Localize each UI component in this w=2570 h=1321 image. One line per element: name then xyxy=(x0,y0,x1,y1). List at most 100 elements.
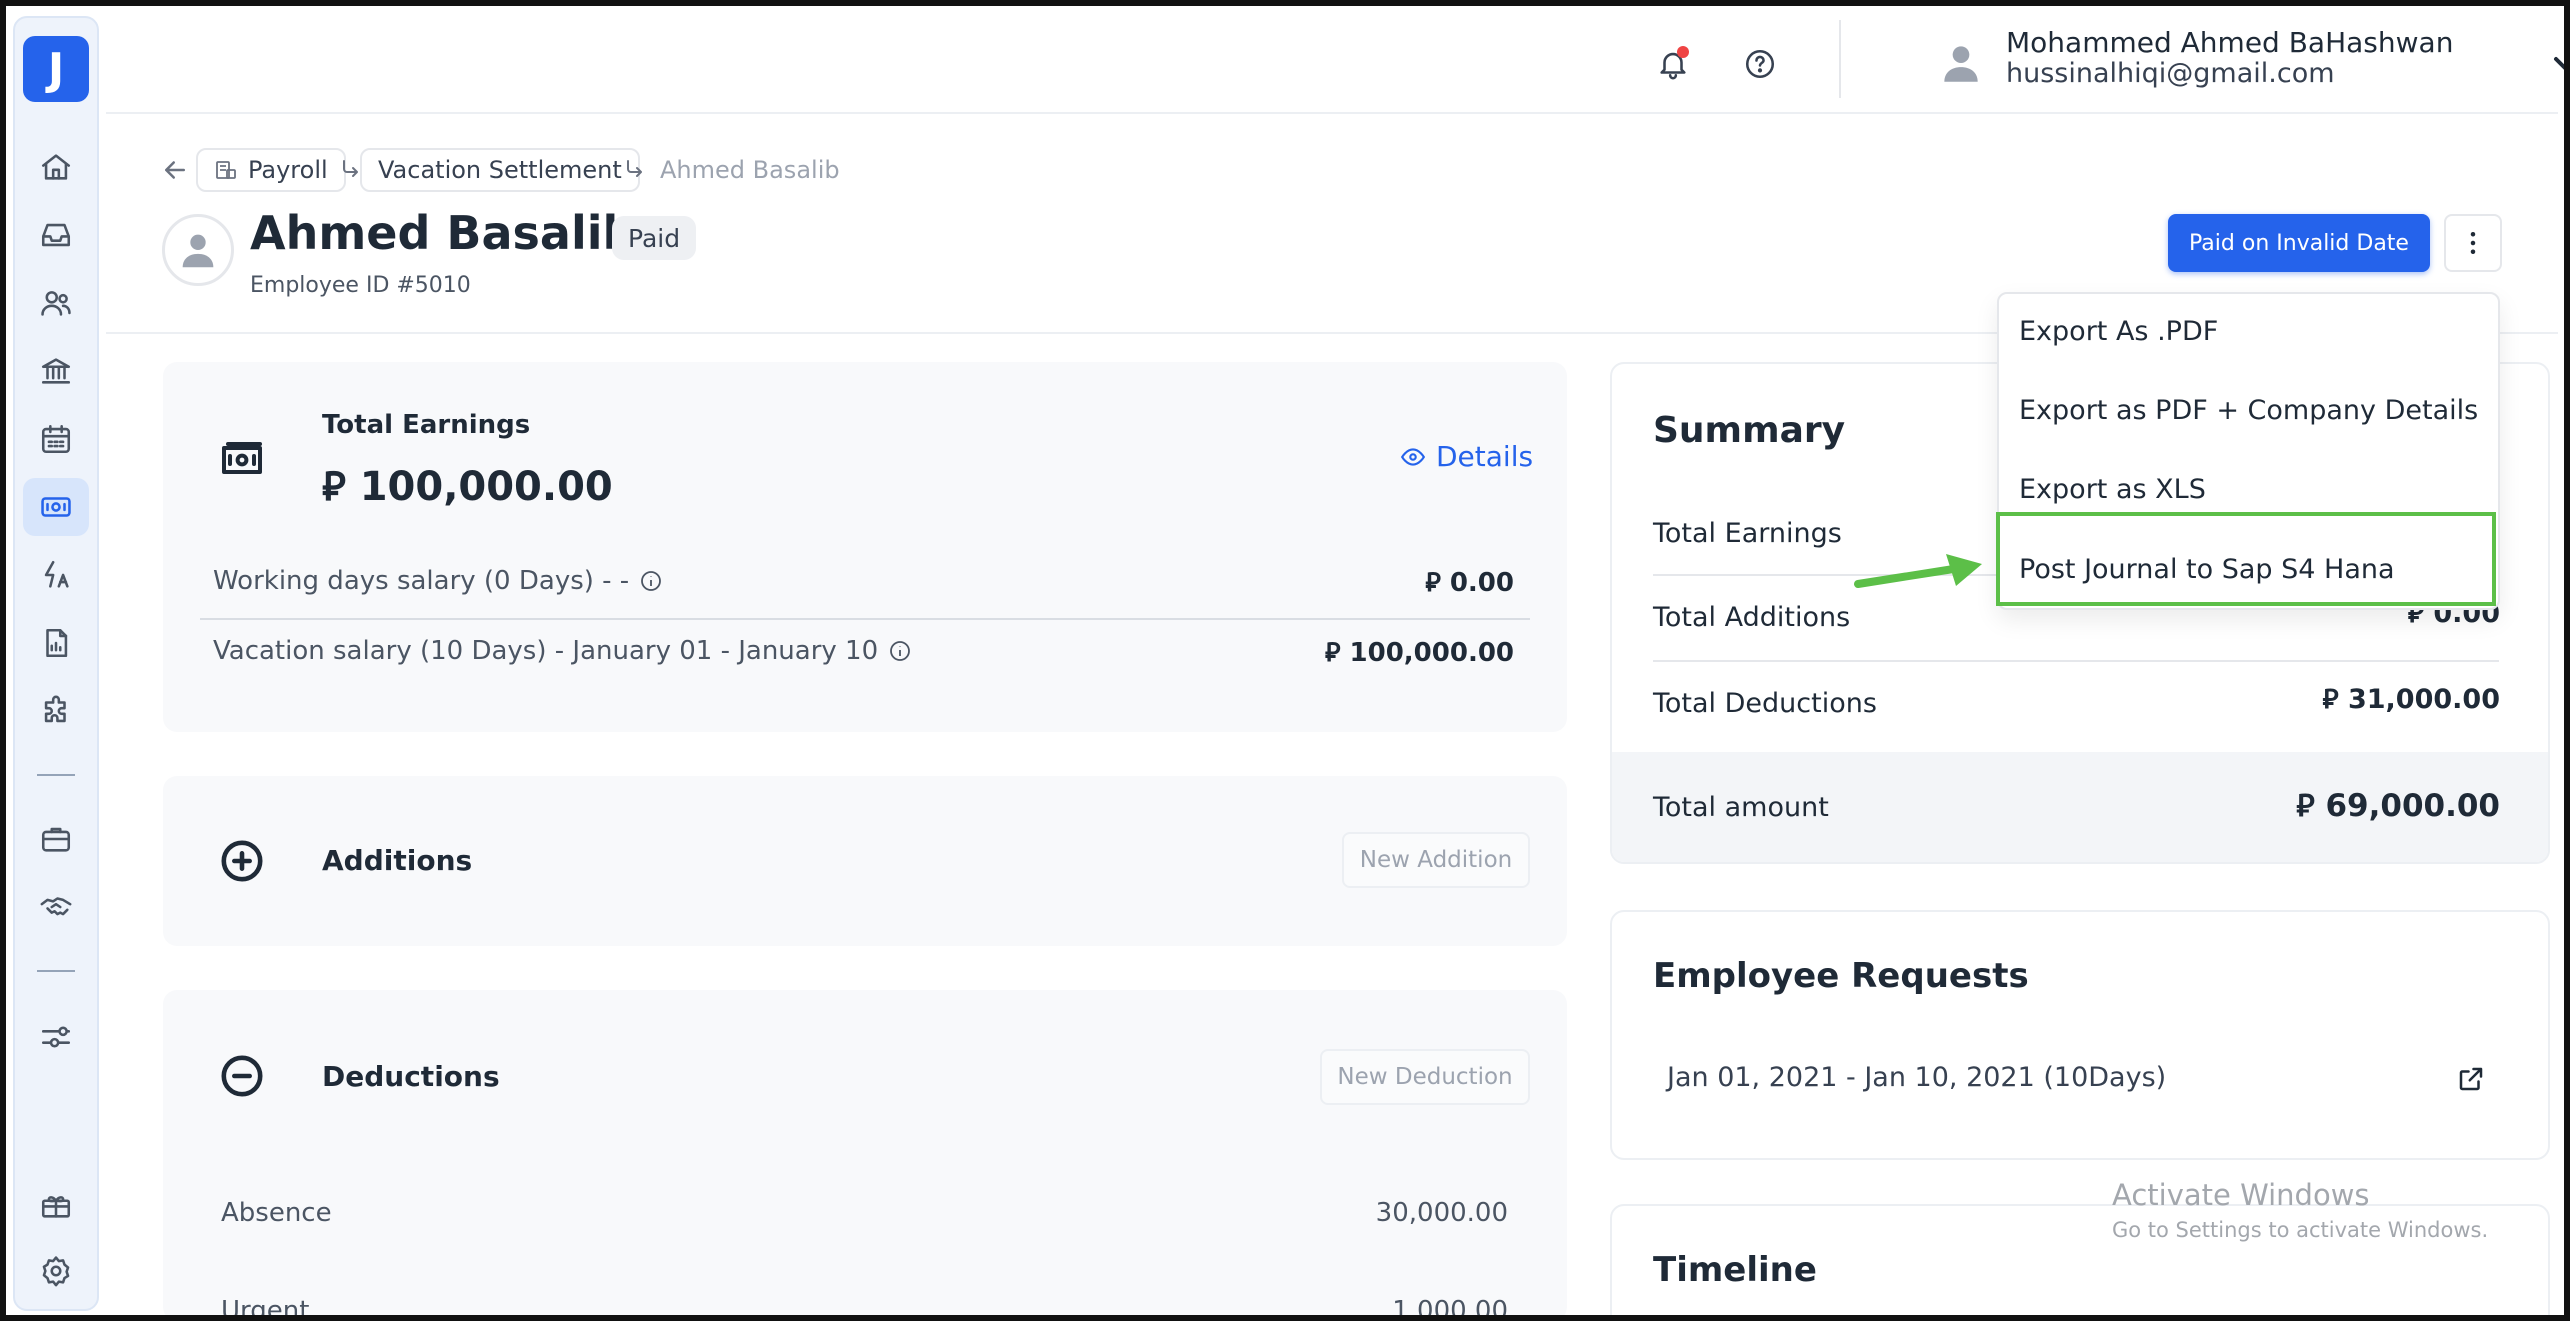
puzzle-icon[interactable] xyxy=(23,682,89,740)
breadcrumb-vacation-settlement[interactable]: Vacation Settlement xyxy=(360,148,640,192)
bell-icon[interactable] xyxy=(1651,42,1695,86)
highlight-annotation xyxy=(1996,512,2496,606)
new-addition-button[interactable]: New Addition xyxy=(1342,832,1530,888)
user-email: hussinalhiqi@gmail.com xyxy=(2006,58,2335,89)
deduction-label: Urgent xyxy=(221,1296,310,1321)
currency-symbol: ⃁ xyxy=(1425,568,1441,598)
total-amount-band xyxy=(1612,752,2548,862)
external-link-icon[interactable] xyxy=(2456,1064,2486,1094)
user-name[interactable]: Mohammed Ahmed BaHashwan xyxy=(2006,26,2454,59)
gift-icon[interactable] xyxy=(23,1176,89,1234)
logo-letter: J xyxy=(47,43,65,95)
money-icon xyxy=(218,436,266,484)
cash-icon[interactable] xyxy=(23,478,89,536)
breadcrumb-label: Payroll xyxy=(248,156,328,184)
additions-title: Additions xyxy=(322,844,473,877)
header-divider xyxy=(1839,20,1841,98)
info-icon[interactable] xyxy=(639,569,663,593)
help-icon[interactable] xyxy=(1738,42,1782,86)
home-icon[interactable] xyxy=(23,138,89,196)
details-label: Details xyxy=(1436,440,1534,473)
back-arrow-icon[interactable] xyxy=(160,155,190,185)
timeline-card xyxy=(1610,1204,2550,1321)
deductions-title: Deductions xyxy=(322,1060,500,1093)
total-amount-label: Total amount xyxy=(1653,792,1829,823)
eye-icon xyxy=(1400,447,1426,466)
earning-row-label: Vacation salary (10 Days) - January 01 -… xyxy=(213,636,912,666)
more-options-menu: Export As .PDF Export as PDF + Company D… xyxy=(1997,292,2500,610)
user-icon[interactable] xyxy=(1936,38,1986,88)
sidebar-divider xyxy=(37,774,75,776)
menu-export-xls[interactable]: Export as XLS xyxy=(2019,474,2206,505)
employee-id: Employee ID #5010 xyxy=(250,273,471,298)
sidebar-divider xyxy=(37,970,75,972)
breadcrumb-separator-icon xyxy=(622,157,646,181)
handshake-icon[interactable] xyxy=(23,878,89,936)
more-vertical-icon xyxy=(2470,232,2476,254)
timeline-title: Timeline xyxy=(1653,1250,1817,1290)
request-item[interactable]: Jan 01, 2021 - Jan 10, 2021 (10Days) xyxy=(1667,1062,2167,1093)
more-options-button[interactable] xyxy=(2444,214,2502,272)
settings-icon[interactable] xyxy=(23,1242,89,1300)
menu-export-pdf-company[interactable]: Export as PDF + Company Details xyxy=(2019,395,2479,426)
earning-row-text: Working days salary (0 Days) - - xyxy=(213,566,630,596)
deduction-label: Absence xyxy=(221,1198,332,1228)
page-header-divider xyxy=(106,332,2558,334)
report-icon[interactable] xyxy=(23,614,89,672)
breadcrumb-payroll[interactable]: Payroll xyxy=(196,148,346,192)
briefcase-icon[interactable] xyxy=(23,810,89,868)
earning-row-value: ⃁ 100,000.00 xyxy=(1325,636,1514,669)
annotation-arrow-icon xyxy=(1854,554,1982,588)
windows-activation-subtitle: Go to Settings to activate Windows. xyxy=(2112,1218,2489,1242)
status-badge: Paid xyxy=(612,216,697,260)
new-deduction-button[interactable]: New Deduction xyxy=(1320,1049,1530,1105)
deduction-value: 1,000.00 xyxy=(1392,1296,1508,1321)
plus-circle-icon xyxy=(219,838,265,884)
minus-circle-icon xyxy=(219,1053,265,1099)
employee-requests-title: Employee Requests xyxy=(1653,956,2029,996)
chevron-down-icon[interactable] xyxy=(2546,44,2570,84)
currency-symbol: ⃁ xyxy=(2322,684,2339,715)
summary-label: Total Earnings xyxy=(1653,518,1842,549)
menu-export-pdf[interactable]: Export As .PDF xyxy=(2019,316,2219,347)
inbox-icon[interactable] xyxy=(23,206,89,264)
users-icon[interactable] xyxy=(23,274,89,332)
currency-symbol: ⃁ xyxy=(322,464,346,510)
additions-card xyxy=(163,776,1567,946)
earnings-amount-value: 100,000.00 xyxy=(359,464,613,510)
details-link[interactable]: Details xyxy=(1400,440,1533,473)
breadcrumb-current: Ahmed Basalib xyxy=(660,156,840,184)
earning-row-amount: 0.00 xyxy=(1449,568,1514,598)
employee-avatar xyxy=(162,214,234,286)
summary-divider xyxy=(1653,660,2499,662)
earning-row-amount: 100,000.00 xyxy=(1349,638,1514,668)
paid-on-date-button[interactable]: Paid on Invalid Date xyxy=(2168,214,2430,272)
breadcrumb-label: Vacation Settlement xyxy=(378,156,622,184)
earning-row-text: Vacation salary (10 Days) - January 01 -… xyxy=(213,636,879,666)
earning-row-value: ⃁ 0.00 xyxy=(1425,566,1514,599)
earnings-divider xyxy=(200,618,1530,620)
summary-title: Summary xyxy=(1653,410,1846,451)
sliders-icon[interactable] xyxy=(23,1008,89,1066)
calendar-icon[interactable] xyxy=(23,410,89,468)
earning-row-label: Working days salary (0 Days) - - xyxy=(213,566,663,596)
deductions-card xyxy=(163,990,1567,1321)
notification-dot xyxy=(1677,46,1689,58)
page-title: Ahmed Basalib xyxy=(250,206,636,260)
info-icon[interactable] xyxy=(888,639,912,663)
breadcrumb-separator-icon xyxy=(338,157,362,181)
top-header: Mohammed Ahmed BaHashwan hussinalhiqi@gm… xyxy=(106,8,2570,114)
summary-value: ⃁ 31,000.00 xyxy=(2323,682,2500,716)
currency-symbol: ⃁ xyxy=(1325,638,1341,668)
payroll-icon xyxy=(216,161,236,179)
earnings-amount: ⃁ 100,000.00 xyxy=(322,460,613,512)
total-amount-value: ⃁ 69,000.00 xyxy=(2296,784,2500,825)
app-logo[interactable]: J xyxy=(23,36,89,102)
earnings-title: Total Earnings xyxy=(322,410,531,440)
flash-text-icon[interactable] xyxy=(23,546,89,604)
deduction-value: 30,000.00 xyxy=(1375,1198,1508,1228)
bank-icon[interactable] xyxy=(23,342,89,400)
menu-post-journal-sap[interactable]: Post Journal to Sap S4 Hana xyxy=(2019,554,2395,585)
summary-amount: 31,000.00 xyxy=(2347,684,2500,715)
sidebar: J xyxy=(13,16,99,1311)
